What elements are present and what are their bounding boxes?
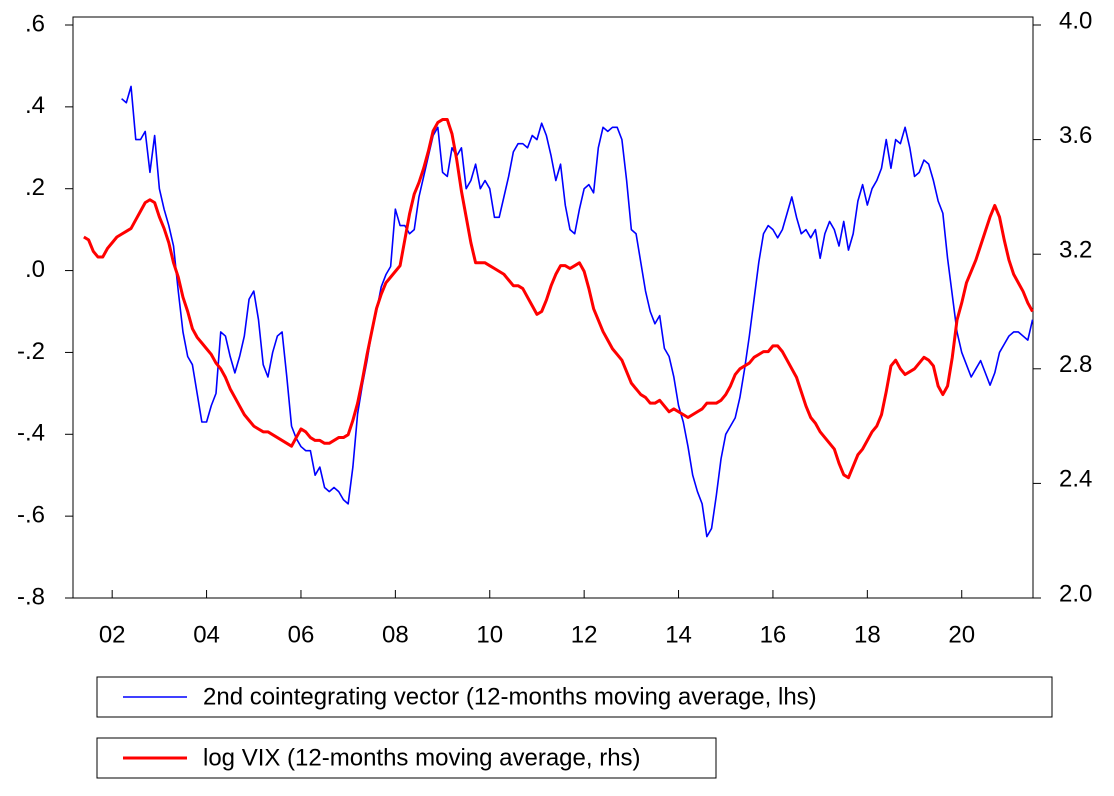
y2-tick-label: 2.4 [1059,466,1092,493]
y2-tick-label: 3.2 [1059,237,1092,264]
y-tick-label: .0 [25,256,45,283]
legend-label: 2nd cointegrating vector (12-months movi… [203,683,817,710]
y2-tick-label: 2.0 [1059,580,1092,607]
y2-tick-label: 2.8 [1059,351,1092,378]
x-tick-label: 20 [948,621,975,648]
y-tick-label: .4 [25,92,45,119]
x-tick-label: 14 [665,621,692,648]
series-line [121,85,1034,538]
x-tick-label: 12 [571,621,598,648]
x-tick-label: 02 [99,621,126,648]
y-tick-label: -.4 [17,420,45,447]
y-tick-label: -.8 [17,583,45,610]
y-tick-label: .2 [25,174,45,201]
legend-label: log VIX (12-months moving average, rhs) [203,744,641,771]
y-tick-label: -.2 [17,338,45,365]
x-tick-label: 16 [760,621,787,648]
x-tick-label: 10 [476,621,503,648]
series-line [83,118,1034,480]
y-tick-label: -.6 [17,501,45,528]
legend-box [96,737,717,779]
x-tick-label: 18 [854,621,881,648]
plot-frame [72,16,1034,599]
y2-tick-label: 4.0 [1059,7,1092,34]
y2-tick-label: 3.6 [1059,122,1092,149]
legend-box [96,676,1053,718]
x-tick-label: 06 [288,621,315,648]
x-tick-label: 08 [382,621,409,648]
y-tick-label: .6 [25,10,45,37]
x-tick-label: 04 [193,621,220,648]
